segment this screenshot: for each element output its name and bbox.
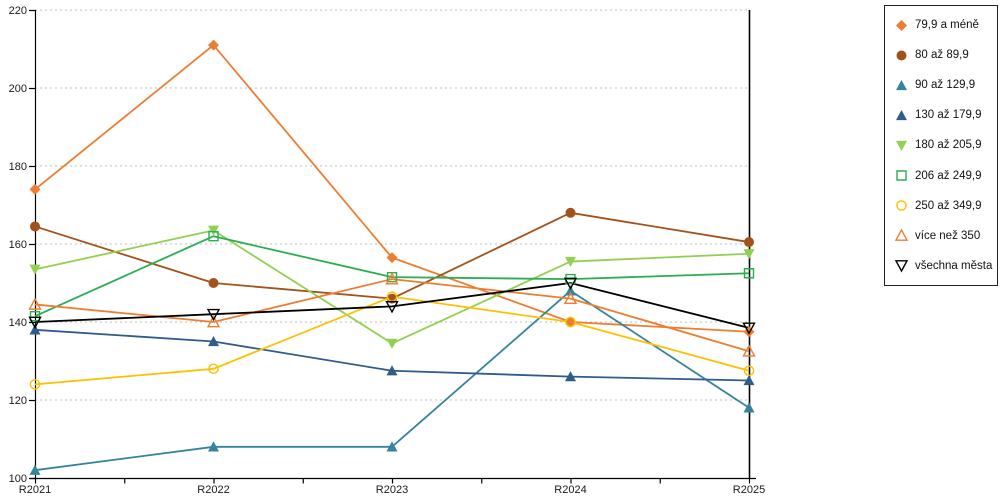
legend-circle-icon (896, 200, 907, 212)
series-marker (742, 344, 756, 357)
legend-item: 180 až 205,9 (894, 138, 997, 153)
series-marker (208, 336, 219, 347)
series-line (34, 282, 750, 329)
series-marker (386, 338, 398, 349)
legend-item: 79,9 a méně (894, 18, 997, 33)
legend-marker-shape (896, 19, 907, 31)
x-tick-label: R2021 (19, 484, 51, 496)
series-marker (743, 365, 755, 377)
series-marker (563, 277, 578, 290)
legend-label: všechna města (915, 259, 993, 272)
series-marker (743, 326, 755, 338)
series-marker (565, 207, 576, 218)
legend-marker-shape (896, 170, 907, 181)
series-marker (29, 464, 41, 475)
legend-label: 130 až 179,9 (915, 109, 982, 122)
y-tick-label: 140 (9, 317, 27, 329)
series-marker (208, 441, 219, 452)
legend-triangle-down-icon (894, 260, 909, 273)
legend-square-icon (896, 170, 907, 181)
legend-label: 250 až 349,9 (915, 199, 982, 212)
legend-label: 80 až 89,9 (915, 49, 969, 62)
legend-item: více než 350 (894, 228, 997, 243)
legend-item: všechna města (894, 258, 997, 273)
series-marker (29, 324, 41, 335)
series-marker (565, 285, 576, 296)
series-marker (28, 316, 42, 329)
y-tick-label: 160 (9, 239, 27, 251)
series-marker (30, 221, 40, 232)
legend-item: 250 až 349,9 (894, 198, 997, 213)
legend-marker-shape (896, 109, 907, 121)
legend: 79,9 a méně 80 až 89,9 90 až 129,9 130 až 1… (884, 5, 998, 286)
series-marker (208, 278, 219, 288)
series-marker (743, 268, 755, 279)
legend-triangle-up-icon (896, 109, 907, 121)
series-marker (742, 322, 756, 335)
series-marker (29, 379, 41, 390)
legend-diamond-icon (896, 19, 907, 31)
series-marker (208, 231, 219, 242)
series-marker (29, 264, 41, 275)
legend-marker-shape (896, 200, 907, 212)
series-marker (385, 272, 399, 285)
plot-area: 100 120 140 160 180 200 220 R2021 R2022 R2023 R202… (9, 5, 766, 496)
series-line (34, 235, 750, 317)
legend-circle-icon (896, 50, 907, 61)
series-marker (743, 249, 755, 260)
y-tick-label: 220 (9, 5, 27, 17)
series-marker (743, 402, 755, 413)
series-marker (206, 315, 221, 328)
series-marker (208, 363, 219, 375)
series-marker (208, 225, 219, 236)
legend-item: 130 až 179,9 (894, 108, 997, 123)
legend-marker-shape (894, 260, 909, 273)
legend-label: 90 až 129,9 (915, 79, 976, 92)
legend-triangle-up-icon (894, 228, 909, 242)
legend-marker-shape (894, 228, 909, 242)
x-tick-label: R2025 (733, 484, 765, 496)
legend-item: 206 až 249,9 (894, 168, 997, 183)
legend-marker-shape (896, 50, 907, 61)
legend-marker-shape (896, 79, 907, 90)
series-marker (386, 252, 398, 264)
series-marker (565, 256, 576, 268)
x-tick-label: R2022 (197, 484, 229, 496)
series-marker (565, 371, 576, 382)
series-marker (563, 291, 578, 304)
series-marker (744, 237, 754, 248)
legend-label: 206 až 249,9 (915, 169, 982, 182)
series-marker (208, 39, 219, 51)
series-marker (385, 301, 399, 314)
legend-item: 80 až 89,9 (894, 48, 997, 63)
legend-label: 79,9 a méně (915, 19, 979, 32)
y-tick-label: 180 (9, 161, 27, 173)
series-marker (743, 375, 755, 386)
series-marker (29, 183, 41, 195)
legend-marker-shape (896, 140, 907, 151)
legend-triangle-up-icon (896, 79, 907, 90)
legend-triangle-down-icon (896, 140, 907, 151)
x-tick-label: R2024 (554, 484, 586, 496)
legend-label: 180 až 205,9 (915, 139, 982, 152)
legend-label: více než 350 (915, 229, 981, 242)
series-marker (28, 297, 42, 310)
series-marker (565, 316, 576, 328)
series-marker (386, 441, 398, 452)
series-marker (565, 316, 576, 328)
y-tick-label: 120 (9, 395, 27, 407)
x-tick-label: R2023 (376, 484, 408, 496)
series-marker (386, 365, 398, 376)
y-tick-label: 200 (9, 83, 27, 95)
legend-item: 90 až 129,9 (894, 78, 997, 93)
series-marker (206, 308, 221, 322)
y-tick-label: 100 (9, 473, 27, 485)
